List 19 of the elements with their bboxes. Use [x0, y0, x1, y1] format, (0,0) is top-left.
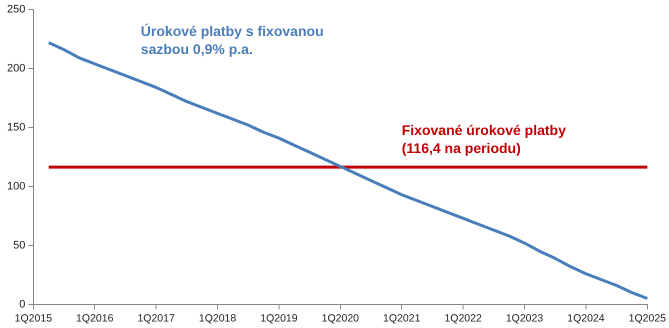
x-tick-label: 1Q2024 [567, 312, 605, 325]
x-tick-label: 1Q2019 [260, 312, 298, 325]
x-tick-label: 1Q2017 [137, 312, 175, 325]
y-tick-label: 100 [6, 180, 26, 193]
series-label: Fixované úrokové platby (116,4 na periodu) [402, 122, 566, 156]
y-tick-label: 250 [6, 4, 26, 16]
x-tick-label: 1Q2022 [444, 312, 482, 325]
x-tick-label: 1Q2023 [506, 312, 544, 325]
x-tick-label: 1Q2025 [628, 312, 666, 325]
y-tick-label: 150 [6, 122, 26, 134]
x-tick-label: 1Q2018 [198, 312, 236, 325]
series-label: Úrokové platby s fixovanou sazbou 0,9% p.a. [140, 22, 324, 57]
y-tick-label: 0 [19, 298, 26, 310]
x-tick-label: 1Q2016 [76, 312, 114, 325]
x-tick-label: 1Q2020 [322, 312, 360, 325]
x-tick-label: 1Q2021 [383, 312, 421, 325]
x-tick-label: 1Q2015 [14, 312, 52, 325]
y-tick-label: 50 [13, 239, 26, 252]
y-tick-label: 200 [6, 62, 26, 75]
